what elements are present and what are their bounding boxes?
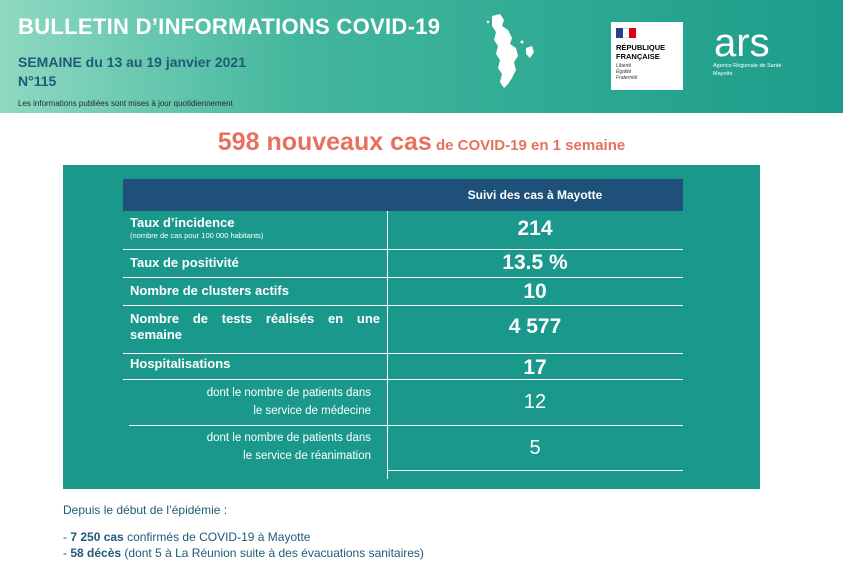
medecine-value: 12 (523, 391, 547, 413)
hospitalisations-value: 17 (523, 356, 547, 379)
row-divider (123, 379, 683, 380)
positivity-value: 13.5 % (502, 251, 568, 274)
week-range: SEMAINE du 13 au 19 janvier 2021 (18, 54, 246, 70)
table-row: Taux de positivité 13.5 % (123, 249, 683, 277)
update-note: Les informations publiées sont mises à j… (18, 99, 233, 108)
medecine-label-line1: dont le nombre de patients dans (206, 387, 371, 399)
incidence-label: Taux d’incidence (130, 215, 235, 230)
column-divider (387, 211, 388, 479)
motto-egalite: Égalité (616, 69, 632, 75)
row-divider (129, 425, 683, 426)
medecine-label-line2: le service de médecine (253, 405, 371, 417)
table-row: Nombre de tests réalisés en une semaine … (123, 305, 683, 353)
hospitalisations-label: Hospitalisations (130, 356, 231, 371)
incidence-sublabel: (nombre de cas pour 100 000 habitants) (130, 231, 264, 240)
stats-panel: Suivi des cas à Mayotte Taux d’incidence… (63, 165, 760, 489)
ars-logo: ars (714, 22, 770, 65)
row-divider (123, 277, 683, 278)
footer-item-cases: - 7 250 cas confirmés de COVID-19 à Mayo… (63, 530, 311, 544)
republique-francaise-logo: RÉPUBLIQUE FRANÇAISE Liberté Égalité Fra… (611, 22, 683, 90)
headline-new-cases: 598 nouveaux cas (217, 128, 432, 156)
table-row: Taux d’incidence (nombre de cas pour 100… (123, 211, 683, 249)
tests-label: Nombre de tests réalisés en une semaine (130, 311, 380, 342)
ars-subtitle: Agence Régionale de Santé (713, 63, 782, 69)
table-header: Suivi des cas à Mayotte (123, 179, 683, 211)
table-row: dont le nombre de patients dans le servi… (123, 379, 683, 425)
row-divider (123, 353, 683, 354)
total-deaths: 58 décès (70, 546, 122, 560)
table-header-label: Suivi des cas à Mayotte (467, 188, 603, 202)
footer-item-deaths: - 58 décès (dont 5 à La Réunion suite à … (63, 546, 424, 560)
positivity-label: Taux de positivité (130, 255, 239, 270)
tests-value: 4 577 (508, 315, 562, 338)
clusters-label: Nombre de clusters actifs (130, 283, 289, 298)
ars-region: Mayotte (713, 71, 733, 77)
bulletin-header: BULLETIN D’INFORMATIONS COVID-19 SEMAINE… (0, 0, 843, 113)
mayotte-map-icon (486, 14, 534, 88)
table-row: Hospitalisations 17 (123, 353, 683, 379)
french-flag-icon (616, 28, 636, 38)
since-epidemic-intro: Depuis le début de l’épidémie : (63, 503, 228, 517)
ars-logo-text: ars (714, 22, 770, 65)
reanimation-label-line1: dont le nombre de patients dans (206, 432, 371, 444)
francaise-word: FRANÇAISE (616, 52, 660, 61)
motto-liberte: Liberté (616, 63, 632, 69)
row-divider (387, 470, 683, 471)
clusters-value: 10 (523, 280, 547, 303)
republique-word: RÉPUBLIQUE (616, 43, 666, 52)
bulletin-title: BULLETIN D’INFORMATIONS COVID-19 (18, 14, 441, 39)
table-row: dont le nombre de patients dans le servi… (123, 425, 683, 469)
row-divider (123, 305, 683, 306)
row-divider (123, 249, 683, 250)
incidence-value: 214 (517, 217, 553, 240)
total-cases: 7 250 cas (70, 530, 124, 544)
reanimation-value: 5 (529, 437, 541, 459)
table-row: Nombre de clusters actifs 10 (123, 277, 683, 305)
reanimation-label-line2: le service de réanimation (243, 450, 371, 462)
motto-fraternite: Fraternité (616, 75, 638, 81)
headline-suffix: de COVID-19 en 1 semaine (431, 137, 626, 154)
stats-table: Suivi des cas à Mayotte Taux d’incidence… (123, 179, 683, 479)
bulletin-number: N°115 (18, 73, 57, 89)
headline: 598 nouveaux cas de COVID-19 en 1 semain… (0, 128, 843, 157)
